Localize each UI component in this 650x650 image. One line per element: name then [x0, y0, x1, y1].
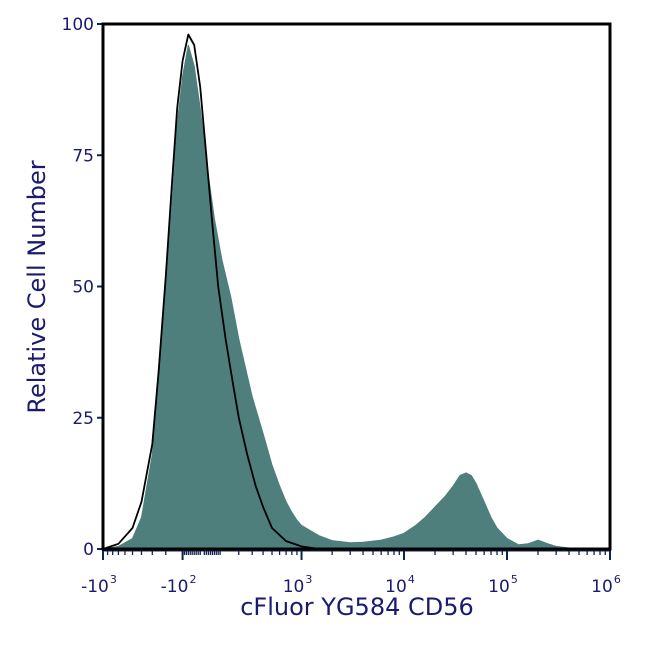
y-tick-label: 25 — [72, 409, 94, 429]
x-tick-label: 103 — [283, 573, 313, 597]
y-tick-label: 100 — [62, 15, 94, 35]
x-tick-label: 104 — [385, 573, 415, 597]
y-tick-label: 50 — [72, 278, 94, 298]
x-tick-label: 106 — [591, 573, 621, 597]
x-tick-label: -102 — [161, 573, 197, 597]
y-axis-title: Relative Cell Number — [23, 160, 51, 413]
x-tick-label: -103 — [81, 573, 117, 597]
series-filled-histogram — [102, 44, 610, 550]
series-outline-histogram — [102, 33, 351, 550]
x-tick-label: 105 — [488, 573, 518, 597]
x-axis-title: cFluor YG584 CD56 — [240, 593, 474, 621]
y-tick-label: 0 — [83, 540, 94, 560]
y-tick-label: 75 — [72, 146, 94, 166]
tick-labels-layer: 0 25 50 75 100 -103 -102 103 104 105 106 — [62, 15, 621, 597]
plot-frame — [101, 22, 612, 551]
plot-series-layer — [102, 33, 610, 550]
